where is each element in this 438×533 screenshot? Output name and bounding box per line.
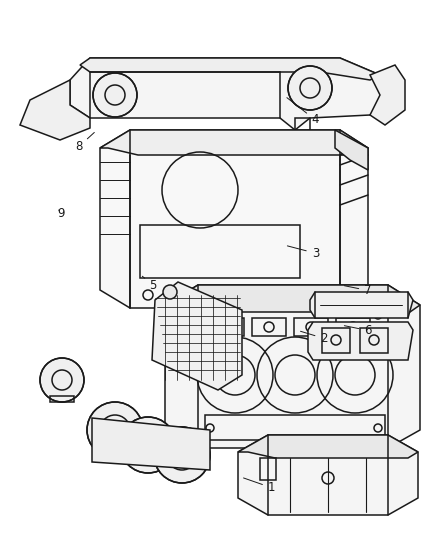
Polygon shape (100, 130, 368, 155)
Circle shape (163, 285, 177, 299)
Text: 8: 8 (75, 133, 94, 153)
Text: 9: 9 (57, 207, 65, 220)
Circle shape (154, 427, 210, 483)
Polygon shape (238, 435, 418, 458)
Text: 1: 1 (244, 478, 276, 494)
Circle shape (93, 73, 137, 117)
Polygon shape (165, 285, 420, 312)
Polygon shape (308, 322, 413, 360)
Polygon shape (335, 130, 368, 170)
Circle shape (288, 66, 332, 110)
Text: 5: 5 (142, 276, 157, 292)
Polygon shape (80, 58, 380, 80)
Polygon shape (370, 65, 405, 125)
Polygon shape (92, 418, 210, 470)
Polygon shape (165, 285, 420, 448)
Text: 2: 2 (300, 332, 328, 345)
Polygon shape (238, 435, 418, 515)
Text: 6: 6 (344, 324, 372, 337)
Polygon shape (152, 282, 242, 390)
Circle shape (120, 417, 176, 473)
Text: 4: 4 (287, 98, 319, 126)
Polygon shape (310, 292, 413, 318)
Polygon shape (100, 130, 368, 308)
Text: 3: 3 (287, 246, 319, 260)
Circle shape (87, 402, 143, 458)
Polygon shape (20, 80, 90, 140)
Circle shape (40, 358, 84, 402)
Polygon shape (70, 58, 390, 130)
Text: 7: 7 (344, 284, 372, 297)
